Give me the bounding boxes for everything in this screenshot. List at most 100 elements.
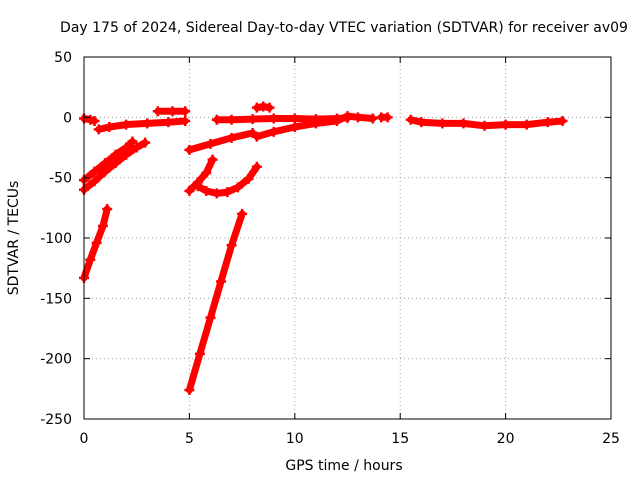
data-point: [251, 131, 262, 142]
y-tick-labels: -250 -200 -150 -100 -50 0 50: [40, 50, 72, 428]
data-point: [184, 185, 195, 196]
data-point: [207, 154, 218, 165]
data-point: [97, 220, 108, 231]
data-point: [216, 276, 227, 287]
data-point: [226, 114, 237, 125]
data-point: [243, 173, 254, 184]
data-point: [557, 115, 568, 126]
data-series-2: [93, 115, 191, 135]
axis-ticks: [83, 56, 612, 420]
data-point: [205, 312, 216, 323]
data-point: [247, 114, 258, 125]
data-point: [211, 114, 222, 125]
data-point: [85, 254, 96, 265]
series-trace: [185, 210, 246, 394]
chart-title: Day 175 of 2024, Sidereal Day-to-day VTE…: [60, 20, 628, 36]
data-point: [310, 118, 321, 129]
data-point: [237, 208, 248, 219]
data-point: [140, 137, 151, 148]
data-point: [479, 120, 490, 131]
data-point: [264, 102, 275, 113]
data-point: [167, 106, 178, 117]
data-point: [331, 115, 342, 126]
data-series-15: [405, 114, 568, 131]
data-series-10: [251, 111, 378, 142]
data-point: [131, 142, 142, 153]
y-tick-label: -50: [49, 171, 72, 187]
data-point: [222, 187, 233, 198]
data-point: [205, 138, 216, 149]
data-point: [353, 112, 364, 123]
x-tick-label: 5: [185, 431, 194, 447]
data-point: [226, 132, 237, 143]
data-point: [192, 181, 203, 192]
data-point: [102, 204, 113, 215]
data-point: [437, 118, 448, 129]
data-point: [268, 126, 279, 137]
data-point: [89, 115, 100, 126]
y-tick-label: -100: [40, 231, 72, 247]
data-point: [184, 144, 195, 155]
data-point: [121, 149, 132, 160]
y-axis-label: SDTVAR / TECUs: [6, 181, 22, 296]
data-series-11: [376, 112, 393, 123]
data-point: [201, 167, 212, 178]
data-point: [342, 111, 353, 122]
y-tick-label: 50: [54, 50, 72, 66]
data-point: [127, 136, 138, 147]
y-tick-label: -150: [40, 291, 72, 307]
data-point: [180, 106, 191, 117]
x-tick-label: 20: [497, 431, 515, 447]
data-point: [121, 119, 132, 130]
data-point: [521, 119, 532, 130]
data-point: [100, 158, 111, 169]
y-tick-label: -250: [40, 412, 72, 428]
data-point: [110, 158, 121, 169]
data-series-3: [152, 106, 191, 117]
data-point: [289, 121, 300, 132]
x-tick-labels: 0 5 10 15 20 25: [80, 431, 620, 447]
x-tick-label: 15: [391, 431, 409, 447]
data-point: [226, 240, 237, 251]
data-point: [184, 385, 195, 396]
data-point: [163, 117, 174, 128]
data-series-group: [79, 101, 568, 396]
data-point: [89, 166, 100, 177]
data-point: [110, 149, 121, 160]
series-trace: [185, 129, 257, 154]
data-point: [289, 113, 300, 124]
data-point: [152, 106, 163, 117]
data-point: [268, 113, 279, 124]
x-tick-label: 10: [286, 431, 304, 447]
data-series-9: [251, 101, 275, 113]
data-point: [500, 119, 511, 130]
data-point: [89, 176, 100, 187]
data-point: [458, 118, 469, 129]
data-point: [382, 112, 393, 123]
data-point: [142, 118, 153, 129]
data-series-13: [192, 161, 262, 199]
data-series-1: [79, 113, 100, 126]
data-series-5: [79, 137, 151, 195]
y-tick-label: -200: [40, 352, 72, 368]
data-point: [91, 237, 102, 248]
data-point: [194, 348, 205, 359]
data-series-4: [79, 136, 138, 186]
data-point: [100, 166, 111, 177]
y-tick-label: 0: [63, 110, 72, 126]
data-point: [542, 117, 553, 128]
data-point: [416, 117, 427, 128]
x-tick-label: 0: [80, 431, 89, 447]
data-series-7: [184, 128, 258, 155]
data-point: [201, 185, 212, 196]
data-point: [367, 113, 378, 124]
data-point: [232, 182, 243, 193]
data-point: [180, 115, 191, 126]
data-point: [211, 188, 222, 199]
data-point: [405, 114, 416, 125]
data-point: [251, 161, 262, 172]
x-tick-label: 25: [602, 431, 620, 447]
data-series-14: [184, 208, 248, 396]
data-point: [104, 121, 115, 132]
